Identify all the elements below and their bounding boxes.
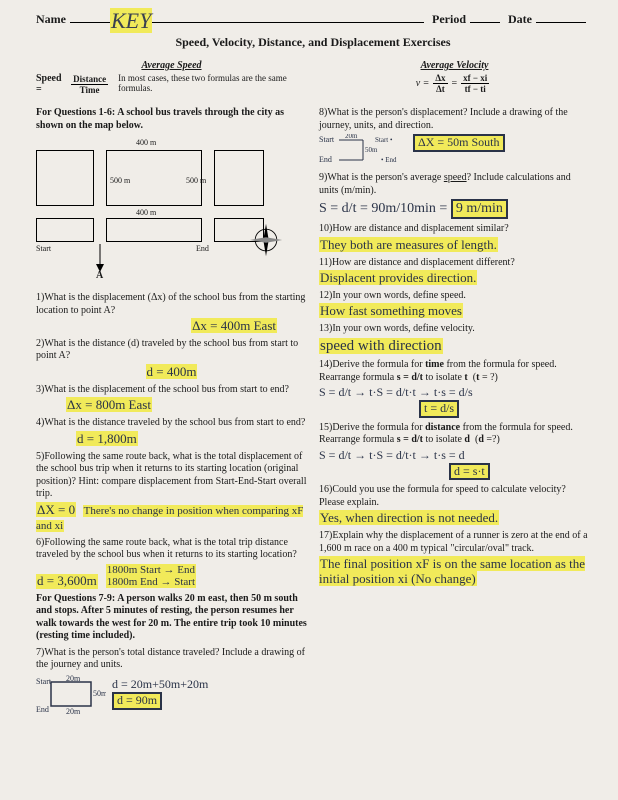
a5: ΔX = 0 There's no change in position whe… (36, 503, 307, 533)
speed-frac: Distance Time (71, 74, 108, 95)
q16: 16)Could you use the formula for speed t… (319, 484, 590, 509)
map-diagram: 400 m 500 m 500 m 400 m Start End A (36, 136, 276, 286)
a4: d = 1,800m (36, 432, 307, 447)
speed-note: In most cases, these two formulas are th… (118, 74, 307, 94)
avg-vel-box: Average Velocity v = Δx Δt = xf − xi tf … (319, 60, 590, 95)
period-fill (470, 22, 500, 23)
main-columns: For Questions 1-6: A school bus travels … (36, 103, 590, 714)
speed-lhs: Speed = (36, 73, 67, 95)
avg-vel-heading: Average Velocity (319, 60, 590, 71)
date-fill (536, 22, 586, 23)
a8-box: ΔX = 50m South (413, 134, 505, 152)
a14: S = d/t → t·S = d/t·t → t·s = d/s t = d/… (319, 386, 590, 418)
date-label: Date (508, 12, 532, 27)
a9: S = d/t = 90m/10min = 9 m/min (319, 199, 590, 219)
name-label: Name (36, 12, 66, 27)
q9: 9)What is the person's average speed? In… (319, 172, 590, 197)
svg-text:Start •: Start • (375, 136, 393, 144)
header: Name KEY Period Date (36, 12, 590, 27)
q14: 14)Derive the formula for time from the … (319, 359, 590, 384)
a11: Displacent provides direction. (319, 271, 590, 286)
svg-text:Start: Start (319, 135, 335, 144)
intro-7-9: For Questions 7-9: A person walks 20 m e… (36, 593, 307, 643)
svg-text:End: End (319, 155, 332, 164)
q11: 11)How are distance and displacement dif… (319, 257, 590, 270)
page-title: Speed, Velocity, Distance, and Displacem… (36, 35, 590, 50)
q2: 2)What is the distance (d) traveled by t… (36, 338, 307, 363)
q6: 6)Following the same route back, what is… (36, 537, 307, 562)
vel-lhs: v = (416, 78, 430, 89)
vel-frac2: xf − xi tf − ti (461, 73, 489, 94)
a12: How fast something moves (319, 304, 590, 319)
q1: 1)What is the displacement (Δx) of the s… (36, 292, 307, 317)
avg-speed-box: Average Speed Speed = Distance Time In m… (36, 60, 307, 95)
compass-icon (248, 222, 284, 258)
arrow-A-icon (94, 244, 106, 272)
svg-text:Start: Start (36, 677, 52, 686)
a8-row: Start 20m 50m End Start • • End ΔX = 50m… (319, 134, 590, 168)
a2: d = 400m (36, 365, 307, 380)
a7-row: Start 20m 50m 20m End d = 20m+50m+20m d … (36, 674, 307, 714)
a6: d = 3,600m 1800m Start → End1800m End → … (36, 564, 307, 589)
q8: 8)What is the person's displacement? Inc… (319, 107, 590, 132)
svg-text:• End: • End (381, 156, 397, 164)
q10: 10)How are distance and displacement sim… (319, 223, 590, 236)
svg-text:20m: 20m (66, 707, 81, 714)
journey-sketch-7: Start 20m 50m 20m End (36, 674, 106, 714)
period-label: Period (432, 12, 466, 27)
a13: speed with direction (319, 338, 590, 355)
svg-text:End: End (36, 705, 49, 714)
vel-frac1: Δx Δt (433, 73, 447, 94)
svg-text:20m: 20m (345, 134, 358, 140)
intro-1-6: For Questions 1-6: A school bus travels … (36, 107, 307, 132)
q4: 4)What is the distance traveled by the s… (36, 417, 307, 430)
a1: Δx = 400m East (36, 319, 307, 334)
left-col: For Questions 1-6: A school bus travels … (36, 103, 307, 714)
a7-box: d = 90m (112, 692, 162, 710)
svg-text:20m: 20m (66, 674, 81, 683)
formula-row: Average Speed Speed = Distance Time In m… (36, 60, 590, 103)
q13: 13)In your own words, define velocity. (319, 323, 590, 336)
svg-text:50m: 50m (93, 689, 106, 698)
q5: 5)Following the same route back, what is… (36, 451, 307, 501)
q7: 7)What is the person's total distance tr… (36, 647, 307, 672)
journey-sketch-8: Start 20m 50m End Start • • End (319, 134, 409, 168)
q15: 15)Derive the formula for distance from … (319, 422, 590, 447)
q3: 3)What is the displacement of the school… (36, 384, 307, 397)
avg-speed-heading: Average Speed (36, 60, 307, 71)
key-answer: KEY (110, 8, 152, 34)
svg-text:50m: 50m (365, 146, 378, 154)
name-fill: KEY (70, 22, 424, 23)
q12: 12)In your own words, define speed. (319, 290, 590, 303)
a17: The final position xF is on the same loc… (319, 557, 590, 587)
a16: Yes, when direction is not needed. (319, 511, 590, 526)
a15: S = d/t → t·S = d/t·t → t·s = d d = s·t (319, 449, 590, 481)
a10: They both are measures of length. (319, 238, 590, 253)
a3: Δx = 800m East (36, 398, 307, 413)
q17: 17)Explain why the displacement of a run… (319, 530, 590, 555)
right-col: 8)What is the person's displacement? Inc… (319, 103, 590, 714)
